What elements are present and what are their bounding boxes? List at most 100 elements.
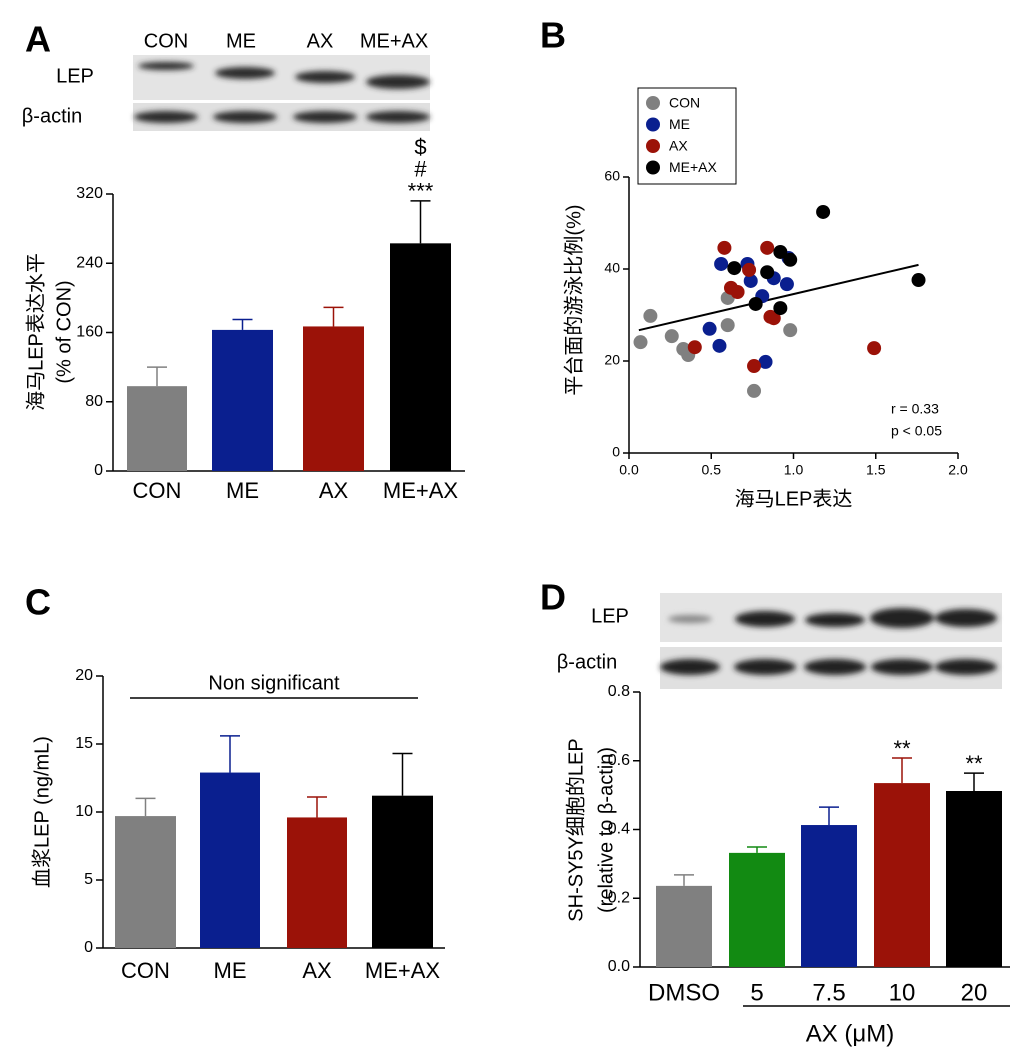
error-bar — [220, 735, 240, 773]
x-tick-label: CON — [133, 478, 182, 503]
x-tick-label: 20 — [961, 979, 988, 1006]
point — [867, 341, 882, 356]
point — [760, 265, 775, 280]
point — [773, 301, 788, 316]
point — [712, 338, 727, 353]
blot-band — [870, 608, 934, 628]
x-tick-label: ME+AX — [365, 958, 441, 983]
point — [747, 359, 762, 374]
error-bar — [674, 874, 694, 886]
blot-band — [804, 659, 866, 675]
point — [779, 277, 794, 292]
bar — [212, 329, 273, 471]
point — [643, 308, 658, 323]
point — [687, 340, 702, 355]
point — [783, 323, 798, 338]
lane-label: AX — [307, 30, 334, 52]
lane-label: ME — [226, 30, 256, 52]
significance-label: # — [414, 157, 427, 182]
blot-band — [366, 111, 430, 123]
y-axis-label: 海马LEP表达水平 — [24, 253, 47, 411]
point — [702, 321, 717, 336]
legend-label: AX — [669, 138, 688, 154]
blot-band — [735, 611, 795, 627]
y-tick-label: 0 — [612, 444, 620, 460]
y-tick-label: 20 — [75, 667, 93, 684]
x-axis-label: 海马LEP表达 — [735, 487, 853, 510]
legend-marker — [646, 139, 660, 153]
x-tick-label: 7.5 — [812, 979, 845, 1006]
y-tick-label: 160 — [76, 324, 103, 341]
point — [727, 261, 742, 276]
point — [664, 329, 679, 344]
blot-band — [134, 111, 198, 123]
blot-label: LEP — [591, 605, 629, 627]
point — [633, 335, 648, 350]
blot-band — [805, 613, 865, 627]
point — [816, 204, 831, 219]
stat-label: p < 0.05 — [891, 423, 942, 439]
y-tick-label: 0.4 — [608, 821, 630, 838]
point — [743, 273, 758, 288]
y-axis-label: (% of CON) — [53, 280, 75, 383]
blot-band — [213, 111, 277, 123]
significance-label: ** — [893, 736, 911, 761]
legend-marker — [646, 117, 660, 132]
bar — [200, 772, 260, 948]
significance-label: *** — [408, 179, 434, 204]
y-tick-label: 320 — [76, 185, 103, 202]
point — [714, 256, 729, 271]
error-bar — [892, 757, 912, 784]
x-tick-label: 2.0 — [948, 462, 968, 478]
stat-label: r = 0.33 — [891, 401, 939, 417]
blot-label: β-actin — [22, 105, 82, 127]
bar — [303, 326, 364, 471]
point — [747, 383, 762, 398]
x-tick-label: AX — [302, 958, 332, 983]
x-tick-label: ME — [226, 478, 259, 503]
y-tick-label: 15 — [75, 735, 93, 752]
bar — [127, 386, 187, 471]
blot-a — [133, 55, 430, 131]
point — [742, 262, 757, 277]
bar — [801, 825, 857, 967]
x-tick-label: 0.5 — [702, 462, 722, 478]
x-tick-label: 1.5 — [866, 462, 886, 478]
error-bar — [964, 772, 984, 791]
y-tick-label: 0.0 — [608, 958, 630, 975]
x-axis-label: AX (μM) — [806, 1020, 895, 1047]
panel-label: D — [540, 577, 566, 618]
lane-label: ME+AX — [360, 30, 428, 52]
significance-label: $ — [414, 135, 426, 160]
error-bar — [147, 366, 167, 387]
bar — [115, 816, 176, 948]
y-tick-label: 20 — [604, 352, 620, 368]
panel-label: C — [25, 582, 51, 623]
blot-band — [935, 609, 997, 627]
y-axis-label: (relative to β-actin) — [595, 747, 617, 913]
blot-label: LEP — [56, 65, 94, 87]
x-tick-label: CON — [121, 958, 170, 983]
blot-band — [215, 67, 275, 79]
point — [773, 244, 788, 259]
blot-band — [871, 659, 933, 675]
x-tick-label: 0.0 — [619, 462, 639, 478]
error-bar — [410, 200, 431, 244]
blot-band — [293, 111, 357, 123]
bar — [287, 817, 347, 948]
bar — [656, 885, 712, 967]
trend-line — [638, 263, 919, 332]
point — [783, 252, 798, 267]
legend-label: ME — [669, 116, 690, 132]
point — [720, 318, 735, 333]
error-bar — [392, 752, 413, 796]
y-tick-label: 0.2 — [608, 889, 630, 906]
legend-marker — [646, 160, 660, 175]
y-tick-label: 5 — [84, 871, 93, 888]
point — [766, 311, 781, 326]
y-axis-label: SH-SY5Y细胞的LEP — [564, 738, 587, 921]
legend-label: ME+AX — [669, 159, 718, 175]
point — [911, 273, 926, 288]
